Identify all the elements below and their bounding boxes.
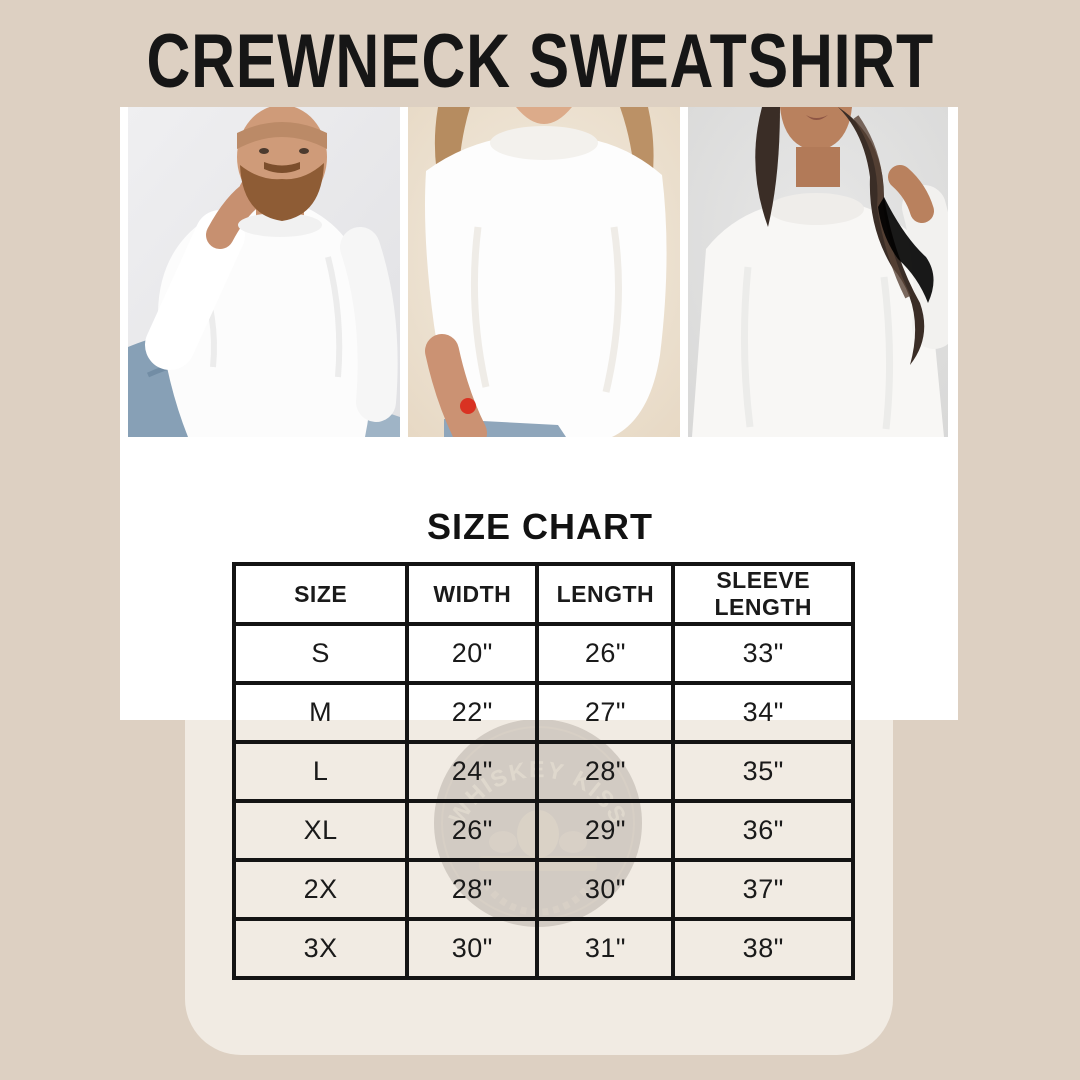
table-row: L 24" 28" 35" bbox=[231, 740, 855, 803]
size-cell: M bbox=[231, 681, 410, 744]
table-header-row: SIZE WIDTH LENGTH SLEEVE LENGTH bbox=[231, 562, 855, 626]
measurement-cell: 20" bbox=[405, 622, 540, 685]
measurement-cell: 34" bbox=[671, 681, 855, 744]
col-header-length: LENGTH bbox=[535, 562, 676, 626]
measurement-cell: 30" bbox=[405, 917, 540, 980]
measurement-cell: 27" bbox=[535, 681, 676, 744]
col-header-size: SIZE bbox=[231, 562, 410, 626]
measurement-cell: 35" bbox=[671, 740, 855, 803]
measurement-cell: 29" bbox=[535, 799, 676, 862]
table-row: 2X 28" 30" 37" bbox=[231, 858, 855, 921]
size-cell: S bbox=[231, 622, 410, 685]
size-cell: L bbox=[231, 740, 410, 803]
measurement-cell: 26" bbox=[535, 622, 676, 685]
size-cell: 3X bbox=[231, 917, 410, 980]
measurement-cell: 33" bbox=[671, 622, 855, 685]
size-chart-rows: S 20" 26" 33" M 22" 27" 34" L 24" 28" 35" XL 26" 29" 36… bbox=[231, 622, 855, 980]
measurement-cell: 28" bbox=[535, 740, 676, 803]
col-header-sleeve-length: SLEEVE LENGTH bbox=[671, 562, 855, 626]
table-row: 3X 30" 31" 38" bbox=[231, 917, 855, 980]
table-row: S 20" 26" 33" bbox=[231, 622, 855, 685]
size-chart-table: SIZE WIDTH LENGTH SLEEVE LENGTH S 20" 26" 3… bbox=[231, 562, 855, 980]
col-header-width: WIDTH bbox=[405, 562, 540, 626]
table-row: XL 26" 29" 36" bbox=[231, 799, 855, 862]
measurement-cell: 26" bbox=[405, 799, 540, 862]
size-cell: 2X bbox=[231, 858, 410, 921]
measurement-cell: 30" bbox=[535, 858, 676, 921]
measurement-cell: 28" bbox=[405, 858, 540, 921]
female-torso-illustration bbox=[408, 107, 680, 437]
measurement-cell: 36" bbox=[671, 799, 855, 862]
size-cell: XL bbox=[231, 799, 410, 862]
measurement-cell: 24" bbox=[405, 740, 540, 803]
table-row: M 22" 27" 34" bbox=[231, 681, 855, 744]
size-chart-heading: SIZE CHART bbox=[427, 506, 653, 547]
measurement-cell: 37" bbox=[671, 858, 855, 921]
page-title-wrap: CREWNECK SWEATSHIRT bbox=[0, 24, 1080, 100]
measurement-cell: 22" bbox=[405, 681, 540, 744]
photo-female-model-hair bbox=[688, 107, 948, 437]
measurement-cell: 31" bbox=[535, 917, 676, 980]
female-model-illustration bbox=[688, 107, 948, 437]
page-title: CREWNECK SWEATSHIRT bbox=[146, 19, 934, 104]
photo-female-torso bbox=[408, 107, 680, 437]
male-model-illustration bbox=[128, 107, 400, 437]
photo-card bbox=[120, 107, 958, 720]
measurement-cell: 38" bbox=[671, 917, 855, 980]
photo-male-model bbox=[128, 107, 400, 437]
